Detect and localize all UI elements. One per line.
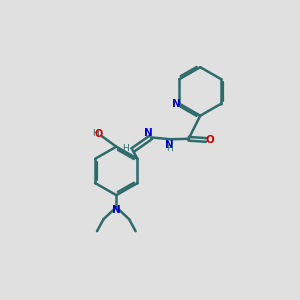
Text: H: H: [122, 144, 129, 153]
Text: N: N: [165, 140, 174, 150]
Text: N: N: [112, 206, 121, 215]
Text: O: O: [95, 129, 103, 139]
Text: O: O: [206, 135, 214, 145]
Text: H: H: [167, 143, 173, 152]
Text: N: N: [172, 99, 181, 109]
Text: N: N: [144, 128, 152, 138]
Text: H: H: [92, 129, 99, 138]
